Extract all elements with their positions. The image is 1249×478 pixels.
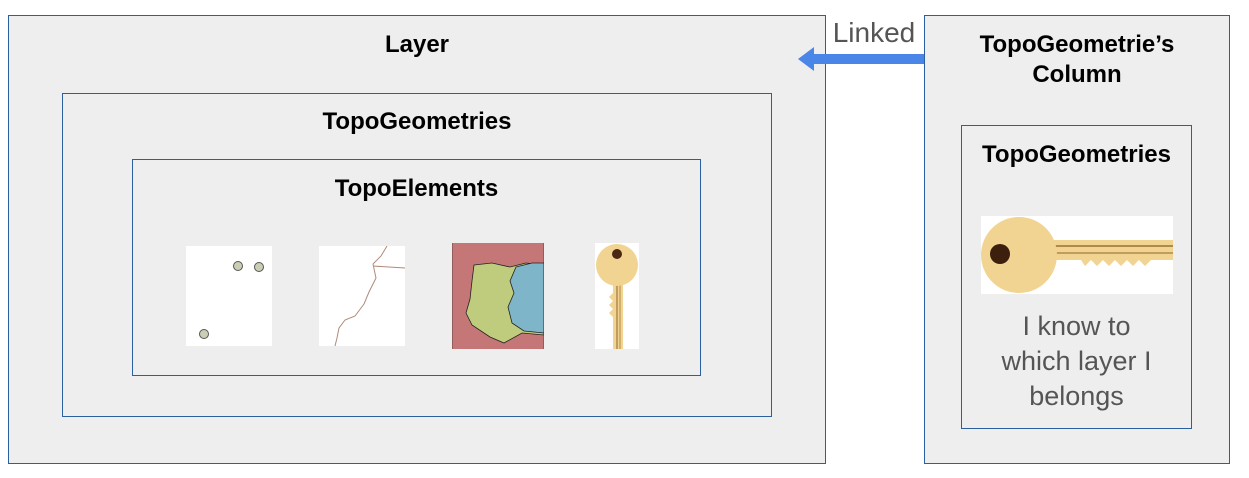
layer-box: Layer	[8, 15, 826, 464]
belong-text-line2: which layer I	[1001, 346, 1152, 376]
linked-label: Linked	[832, 17, 916, 48]
column-title-line2: Column	[1032, 61, 1122, 88]
key-icon	[595, 243, 639, 349]
points-icon	[186, 246, 272, 346]
column-topogeometries-title: TopoGeometries	[982, 141, 1171, 168]
belong-text-line3: belongs	[1029, 381, 1124, 411]
belong-text-line1: I know to	[1022, 311, 1131, 341]
belong-text: I know to which layer I belongs	[962, 309, 1191, 414]
key-icon	[981, 216, 1173, 294]
topogeometries-box: TopoGeometries	[62, 93, 772, 417]
column-topogeometries-box: TopoGeometries I know to which layer I b…	[961, 125, 1192, 429]
topoelements-box: TopoElements	[132, 159, 701, 376]
layer-title: Layer	[384, 31, 450, 58]
column-title-line1: TopoGeometrie’s	[979, 31, 1175, 58]
topoelements-title: TopoElements	[334, 175, 499, 202]
polygons-icon	[452, 243, 544, 349]
double-arrow-icon	[798, 47, 948, 71]
topogeometries-title: TopoGeometries	[322, 108, 512, 135]
lines-icon	[319, 246, 405, 346]
